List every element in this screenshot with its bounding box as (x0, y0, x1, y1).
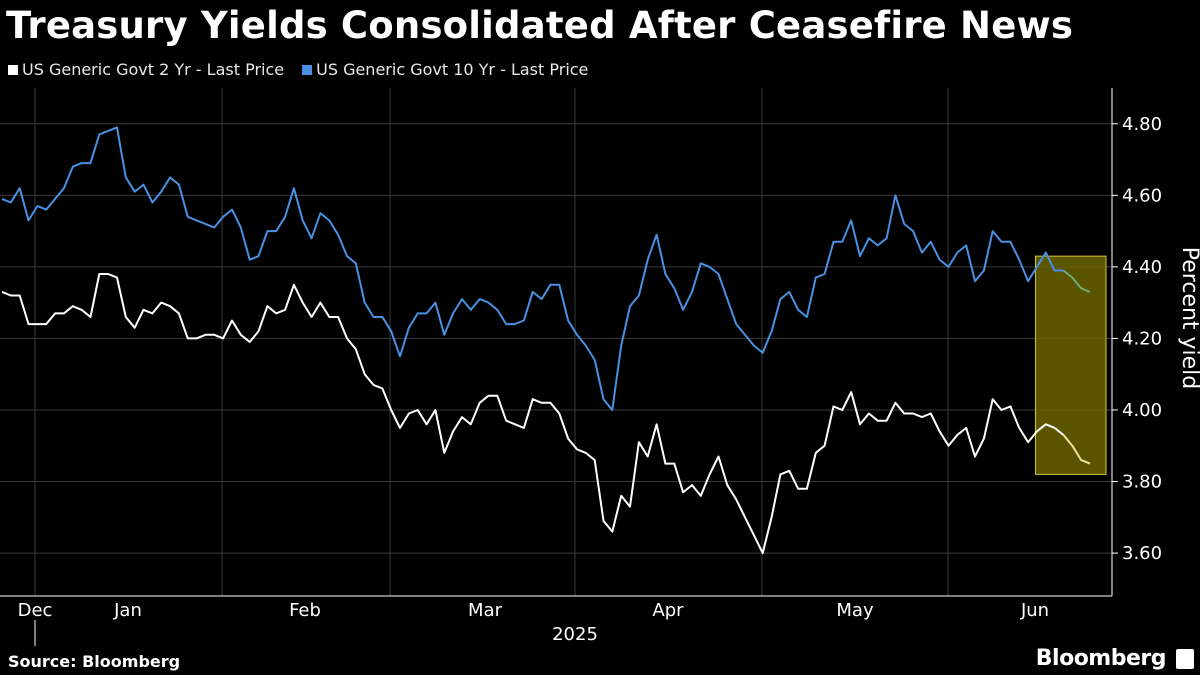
x-year-label: 2025 (552, 624, 598, 645)
brand-logo-text: Bloomberg (1035, 646, 1167, 671)
y-tick-label-0: 3.60 (1122, 543, 1162, 564)
legend-item-10yr: US Generic Govt 10 Yr - Last Price (302, 60, 588, 79)
series-lines (1, 126, 1091, 555)
legend-item-2yr: US Generic Govt 2 Yr - Last Price (8, 60, 284, 79)
y-tick-label-2: 4.00 (1122, 400, 1162, 421)
series-line-highlight-0 (1062, 434, 1091, 465)
series-line-highlight-1 (1062, 269, 1091, 293)
x-tick-label-feb: Feb (289, 600, 321, 621)
x-tick-label-may: May (836, 600, 874, 621)
y-tick-label-1: 3.80 (1122, 472, 1162, 493)
x-tick-label-apr: Apr (652, 600, 684, 621)
x-tick-label-mar: Mar (468, 600, 503, 621)
source-note: Source: Bloomberg (8, 652, 181, 671)
series-line-1 (1, 126, 1064, 411)
legend-label-2yr: US Generic Govt 2 Yr - Last Price (22, 60, 285, 79)
highlight-region (1034, 255, 1107, 475)
y-tick-label-5: 4.60 (1122, 185, 1162, 206)
chart-title: Treasury Yields Consolidated After Cease… (6, 4, 1074, 47)
legend-swatch-10yr (302, 64, 313, 75)
highlight-box (1034, 255, 1107, 475)
legend-label-10yr: US Generic Govt 10 Yr - Last Price (316, 60, 589, 79)
y-tick-label-6: 4.80 (1122, 114, 1162, 135)
x-tick-label-jun: Jun (1020, 600, 1049, 621)
series-line-0 (1, 273, 1065, 555)
x-tick-label-dec: Dec (18, 600, 53, 621)
axes: 3.60 3.80 4.00 4.20 4.40 4.60 4.80 Dec Jan Feb Mar… (0, 88, 1200, 646)
y-axis-title: Percent yield (1177, 247, 1200, 390)
chart-legend: US Generic Govt 2 Yr - Last Price US Gen… (8, 60, 588, 79)
gridlines (0, 88, 1113, 596)
legend-swatch-2yr (8, 64, 18, 75)
y-tick-label-3: 4.20 (1122, 328, 1162, 349)
x-tick-label-jan: Jan (113, 600, 142, 621)
bloomberg-chart-icon (1176, 649, 1194, 669)
y-tick-label-4: 4.40 (1122, 257, 1162, 278)
